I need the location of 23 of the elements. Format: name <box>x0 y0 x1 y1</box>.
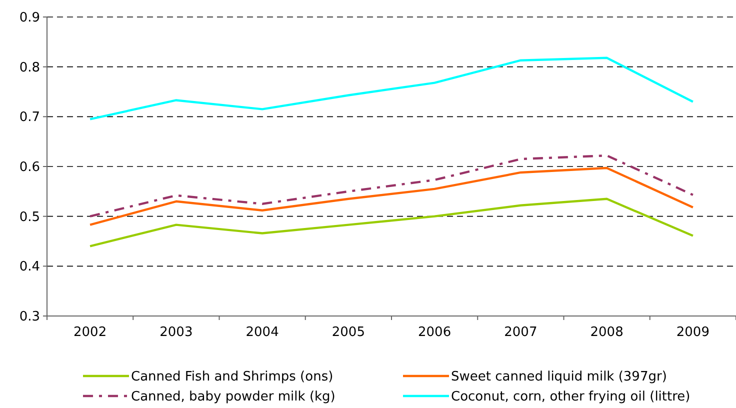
x-tick-label: 2004 <box>246 325 279 340</box>
line-series <box>88 154 694 218</box>
y-tick-label: 0.9 <box>19 10 40 26</box>
legend-label: Sweet canned liquid milk (397gr) <box>451 370 667 385</box>
legend-label: Canned Fish and Shrimps (ons) <box>131 370 334 385</box>
y-tick-label: 0.6 <box>19 160 40 176</box>
y-tick-label: 0.5 <box>19 210 40 225</box>
legend-label: Coconut, corn, other frying oil (littre) <box>451 390 690 405</box>
y-tick-label: 0.8 <box>19 60 40 76</box>
x-tick-label: 2006 <box>418 325 452 340</box>
y-tick-label: 0.7 <box>19 110 40 126</box>
x-tick-label: 2002 <box>74 325 107 340</box>
line-series <box>88 198 694 248</box>
x-tick-label: 2005 <box>332 325 365 340</box>
y-tick-label: 0.4 <box>19 260 40 275</box>
x-tick-label: 2007 <box>504 325 538 340</box>
line-series <box>88 56 694 120</box>
x-tick-label: 2009 <box>676 325 710 340</box>
line-series <box>88 166 694 226</box>
x-tick-label: 2003 <box>160 325 193 340</box>
x-tick-label: 2008 <box>590 325 624 340</box>
y-tick-label: 0.3 <box>19 310 40 325</box>
legend-label: Canned, baby powder milk (kg) <box>131 390 336 405</box>
